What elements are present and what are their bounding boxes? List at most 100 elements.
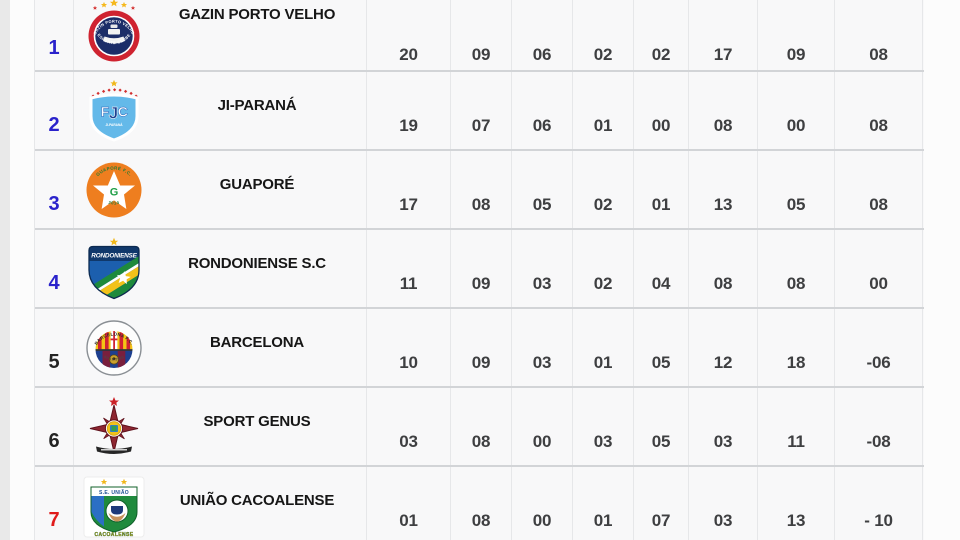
team-name: RONDONIENSE S.C	[188, 255, 326, 272]
stat-value: -06	[866, 353, 891, 372]
stat-value: 01	[651, 195, 671, 214]
stat-cell-points: 19	[367, 72, 451, 149]
position-cell: 5	[35, 309, 74, 386]
stat-value: 03	[532, 274, 552, 293]
stat-cell: 09	[758, 0, 835, 70]
rondoniense-crest-text: RONDONIENSE	[91, 252, 137, 259]
stat-cell-points: 20	[367, 0, 451, 70]
position-cell: 2	[35, 72, 74, 149]
stat-cell: 03	[689, 388, 758, 465]
stat-value: 12	[713, 353, 733, 372]
left-edge-strip	[0, 0, 10, 540]
stat-cell: 05	[634, 388, 689, 465]
table-row: 6 SPORT GENUS	[35, 388, 924, 467]
stat-value: 04	[651, 274, 671, 293]
stat-cell: 07	[451, 72, 512, 149]
barcelona-crest-icon: BARCELONA F.C. 07-10-2015	[86, 319, 142, 376]
ji-parana-logo: FJC JI-PARANÁ	[74, 72, 148, 149]
stat-value: 20	[399, 45, 418, 64]
stat-cell: -08	[835, 388, 923, 465]
stat-cell: 03	[512, 230, 573, 307]
stat-value: 08	[471, 195, 491, 214]
position-cell: 6	[35, 388, 74, 465]
team-cell: SPORT GENUS	[74, 388, 367, 465]
team-name: SPORT GENUS	[203, 413, 311, 430]
position-number: 2	[48, 114, 60, 136]
stat-cell: 02	[573, 0, 634, 70]
stat-value: 03	[532, 353, 552, 372]
stat-cell: 05	[634, 309, 689, 386]
stat-value: 01	[399, 511, 418, 530]
stat-value: 01	[593, 511, 613, 530]
stat-value: 03	[713, 511, 733, 530]
stat-cell: 00	[512, 388, 573, 465]
team-cell: GUAPORÉ F.C. G 2014 GUAPORÉ	[74, 151, 367, 228]
rondoniense-crest-icon: RONDONIENSE	[88, 237, 140, 299]
sport-genus-crest-icon	[89, 396, 139, 454]
ji-parana-crest-bottom-text: JI-PARANÁ	[105, 122, 123, 127]
stat-cell: 01	[573, 72, 634, 149]
team-name: JI-PARANÁ	[217, 97, 297, 114]
stat-cell: 07	[634, 467, 689, 540]
stat-cell: 08	[835, 72, 923, 149]
stat-cell: 03	[512, 309, 573, 386]
stat-value: 02	[593, 195, 613, 214]
stat-cell: 01	[634, 151, 689, 228]
stat-value: 09	[471, 353, 491, 372]
stat-value: 09	[786, 45, 806, 64]
guapore-crest-bottom-text: 2014	[108, 199, 119, 205]
ji-parana-crest-icon: FJC JI-PARANÁ	[89, 79, 139, 142]
stat-cell: 08	[689, 230, 758, 307]
stat-cell: 08	[835, 151, 923, 228]
stat-cell: 08	[758, 230, 835, 307]
stat-cell: 06	[512, 0, 573, 70]
team-cell: GAZIN PORTO VELHO ESPORTE CLUBE GAZIN PO…	[74, 0, 367, 70]
stat-cell: 09	[451, 230, 512, 307]
stat-value: 01	[593, 353, 613, 372]
stat-value: 07	[651, 511, 671, 530]
stat-value: 02	[593, 45, 613, 64]
stat-cell: 08	[451, 467, 512, 540]
stat-value: 08	[869, 45, 888, 64]
stat-value: 08	[869, 195, 888, 214]
stat-cell-points: 17	[367, 151, 451, 228]
position-cell: 1	[35, 0, 74, 70]
stat-value: 06	[532, 116, 552, 135]
guapore-logo: GUAPORÉ F.C. G 2014	[74, 151, 148, 228]
position-number: 5	[48, 351, 60, 373]
stat-cell: 09	[451, 309, 512, 386]
stat-cell: 17	[689, 0, 758, 70]
stat-value: 17	[713, 45, 733, 64]
stat-cell: 12	[689, 309, 758, 386]
stat-value: 08	[786, 274, 806, 293]
stat-value: 08	[869, 116, 888, 135]
stat-cell: 00	[634, 72, 689, 149]
barcelona-logo: BARCELONA F.C. 07-10-2015	[74, 309, 148, 386]
stat-value: 18	[786, 353, 806, 372]
uniao-cacoalense-logo: S.E. UNIÃO CACOALENSE	[74, 467, 148, 540]
stat-value: - 10	[864, 511, 893, 530]
table-row: 7 S.E. UNIÃO CACOALENSE	[35, 467, 924, 540]
stat-value: 08	[471, 511, 491, 530]
gazin-porto-velho-logo: GAZIN PORTO VELHO ESPORTE CLUBE	[74, 0, 148, 70]
stat-cell: 00	[835, 230, 923, 307]
stat-cell: 00	[758, 72, 835, 149]
stat-cell: 05	[758, 151, 835, 228]
stat-cell-points: 10	[367, 309, 451, 386]
table-row: 5	[35, 309, 924, 388]
stat-cell: 13	[758, 467, 835, 540]
stat-value: 05	[651, 432, 671, 451]
stat-value: 00	[532, 511, 552, 530]
ji-parana-monogram: FJC	[101, 103, 128, 122]
stat-cell: 01	[573, 309, 634, 386]
standings-table: 1	[34, 0, 924, 540]
team-name: GAZIN PORTO VELHO	[178, 6, 336, 23]
stat-value: 11	[787, 432, 805, 451]
stat-value: 08	[471, 432, 491, 451]
stat-value: 00	[651, 116, 671, 135]
position-cell: 3	[35, 151, 74, 228]
stat-cell-points: 01	[367, 467, 451, 540]
position-number: 7	[48, 509, 60, 531]
stat-value: 09	[471, 45, 491, 64]
